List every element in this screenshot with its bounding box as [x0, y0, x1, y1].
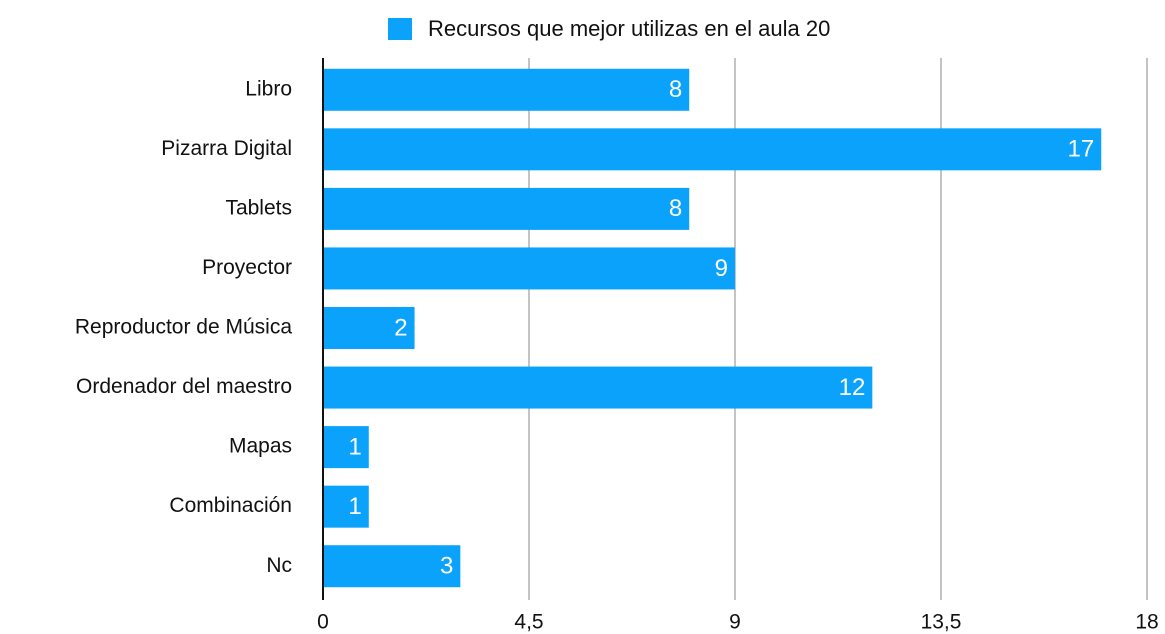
y-tick-label: Proyector — [202, 256, 292, 279]
bar — [323, 545, 461, 588]
legend-swatch — [388, 18, 412, 40]
value-label: 9 — [715, 255, 728, 282]
y-tick-label: Pizarra Digital — [161, 137, 292, 160]
value-label: 1 — [348, 433, 361, 460]
value-label: 8 — [669, 195, 682, 222]
value-label: 17 — [1068, 136, 1095, 163]
value-label: 12 — [839, 374, 866, 401]
y-tick-label: Reproductor de Música — [75, 316, 292, 339]
y-tick-label: Tablets — [225, 196, 292, 219]
bar — [323, 68, 690, 111]
y-tick-label: Combinación — [169, 494, 292, 517]
value-label: 2 — [394, 314, 407, 341]
bar — [323, 187, 690, 230]
x-tick-label: 4,5 — [514, 611, 543, 634]
value-label: 3 — [440, 553, 453, 580]
x-tick-label: 18 — [1135, 611, 1158, 634]
value-label: 8 — [669, 76, 682, 103]
bar — [323, 128, 1102, 171]
y-tick-label: Mapas — [229, 435, 292, 458]
legend-label: Recursos que mejor utilizas en el aula 2… — [428, 16, 830, 41]
x-tick-label: 13,5 — [921, 611, 962, 634]
bar — [323, 366, 873, 409]
value-label: 1 — [348, 493, 361, 520]
x-tick-label: 9 — [729, 611, 741, 634]
bar — [323, 485, 369, 528]
bar — [323, 307, 415, 349]
y-tick-label: Nc — [266, 554, 292, 577]
bar — [323, 247, 735, 290]
x-tick-label: 0 — [317, 611, 329, 634]
y-tick-label: Ordenador del maestro — [76, 375, 292, 398]
bar — [323, 426, 369, 469]
y-tick-label: Libro — [245, 77, 292, 100]
